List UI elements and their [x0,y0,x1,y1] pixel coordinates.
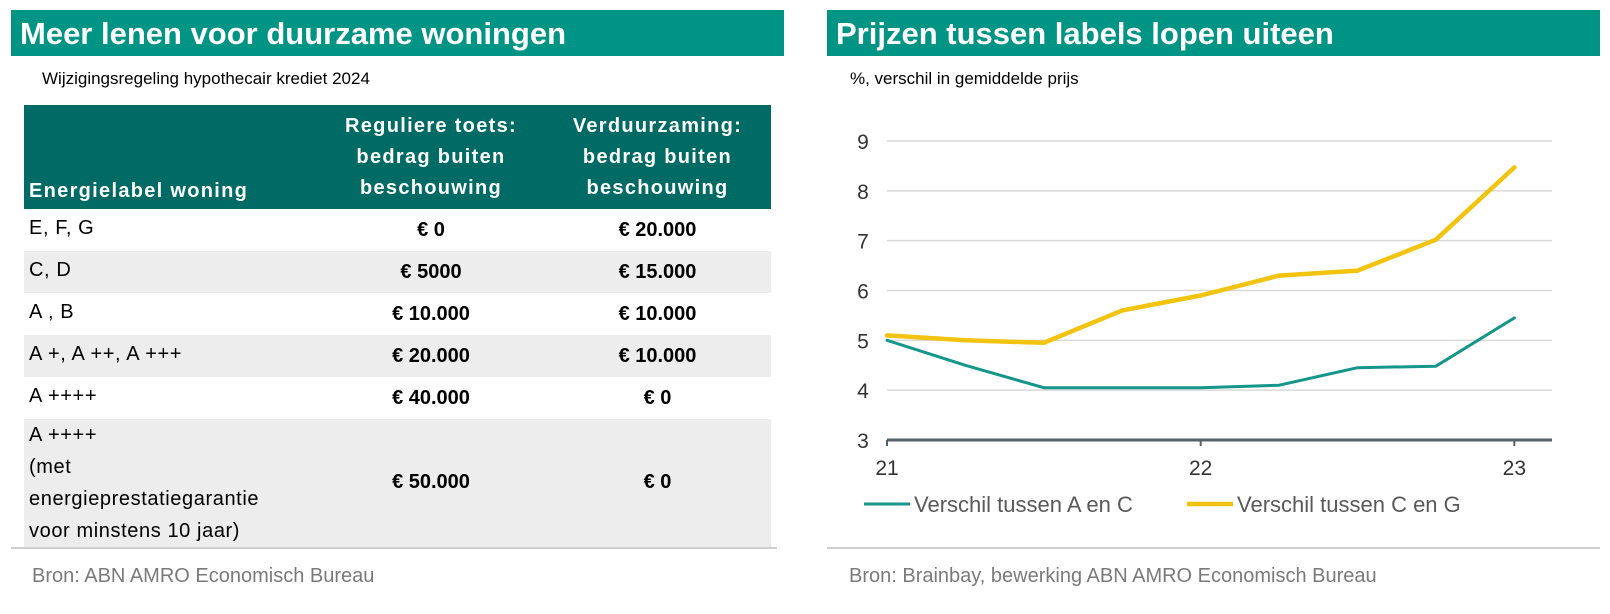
y-tick-label: 5 [857,330,869,353]
row-verduurzaming: € 0 [643,471,672,493]
header-regulier-line: bedrag buiten [356,146,506,168]
right-source: Bron: Brainbay, bewerking ABN AMRO Econo… [849,565,1377,587]
left-panel-title: Meer lenen voor duurzame woningen [11,10,784,56]
left-panel-subtitle: Wijzigingsregeling hypothecair krediet 2… [42,69,370,88]
row-regulier: € 50.000 [392,471,470,493]
header-verduurzaming-line: beschouwing [586,177,729,199]
row-label-line: A +, A ++, A +++ [29,343,183,365]
table-row: C, D € 5000 € 15.000 [24,251,771,293]
table-row: A ++++ € 40.000 € 0 [24,377,771,419]
row-label-line: voor minstens 10 jaar) [29,520,241,542]
table-header: Energielabel woning Reguliere toets: bed… [24,105,771,209]
row-label-line: (met [29,456,72,478]
axis-layer: 3 4 5 6 7 8 9 21 22 23 [857,131,1552,480]
row-label-line: A ++++ [29,385,98,407]
x-tick-label: 21 [875,457,898,480]
legend-label: Verschil tussen C en G [1237,492,1461,517]
row-regulier: € 20.000 [392,345,470,367]
row-label: A , B [29,296,74,328]
y-tick-label: 8 [857,181,869,204]
series-line-c-g [884,165,1517,346]
row-regulier: € 0 [417,219,445,241]
row-label: A ++++ (met energieprestatiegarantie voo… [29,419,259,547]
table-row: E, F, G € 0 € 20.000 [24,209,771,251]
row-label-line: A ++++ [29,424,98,446]
header-energielabel: Energielabel woning [29,180,249,202]
row-label: A ++++ [29,380,97,412]
row-verduurzaming: € 0 [643,387,672,409]
y-tick-label: 4 [857,380,869,403]
header-regulier-line: beschouwing [359,177,503,199]
row-verduurzaming: € 10.000 [618,303,697,325]
row-regulier: € 5000 [400,261,462,283]
x-tick-label: 22 [1189,457,1212,480]
table-row: A , B € 10.000 € 10.000 [24,293,771,335]
row-regulier: € 10.000 [392,303,470,325]
row-label-line: A , B [29,301,75,323]
grid-layer [887,140,1552,391]
header-regulier-line: Reguliere toets: [345,115,517,137]
header-regulier: Reguliere toets: bedrag buiten beschouwi… [324,111,538,204]
label-table: Energielabel woning Reguliere toets: bed… [24,105,771,547]
y-tick-label: 9 [857,131,869,154]
header-verduurzaming-line: Verduurzaming: [572,115,743,137]
series-line-a-c [885,316,1516,390]
right-panel: Prijzen tussen labels lopen uiteen %, ve… [827,10,1600,517]
x-tick-label: 23 [1503,457,1526,480]
y-tick-label: 6 [857,281,869,304]
right-panel-title: Prijzen tussen labels lopen uiteen [827,10,1600,56]
table-row: A ++++ (met energieprestatiegarantie voo… [24,419,771,547]
y-tick-label: 3 [857,430,869,453]
row-label-line: E, F, G [29,217,95,239]
row-label: A +, A ++, A +++ [29,338,182,370]
y-tick-label: 7 [857,231,869,254]
row-verduurzaming: € 20.000 [618,219,697,241]
header-verduurzaming: Verduurzaming: bedrag buiten beschouwing [544,111,771,204]
table-row: A +, A ++, A +++ € 20.000 € 10.000 [24,335,771,377]
left-footer-divider [11,547,777,549]
row-regulier: € 40.000 [392,387,470,409]
row-label-line: C, D [29,259,72,281]
row-label: C, D [29,254,71,286]
header-verduurzaming-line: bedrag buiten [582,146,733,168]
legend-label: Verschil tussen A en C [914,492,1133,517]
legend-layer: Verschil tussen A en C Verschil tussen C … [864,492,1461,517]
right-footer-divider [827,547,1600,549]
left-source: Bron: ABN AMRO Economisch Bureau [32,565,375,587]
right-panel-subtitle: %, verschil in gemiddelde prijs [850,69,1079,88]
row-label-line: energieprestatiegarantie [29,488,260,510]
series-layer [884,165,1517,390]
row-verduurzaming: € 10.000 [618,345,697,367]
row-label: E, F, G [29,212,94,244]
left-panel: Meer lenen voor duurzame woningen Wijzig… [11,10,784,547]
row-verduurzaming: € 15.000 [618,261,697,283]
